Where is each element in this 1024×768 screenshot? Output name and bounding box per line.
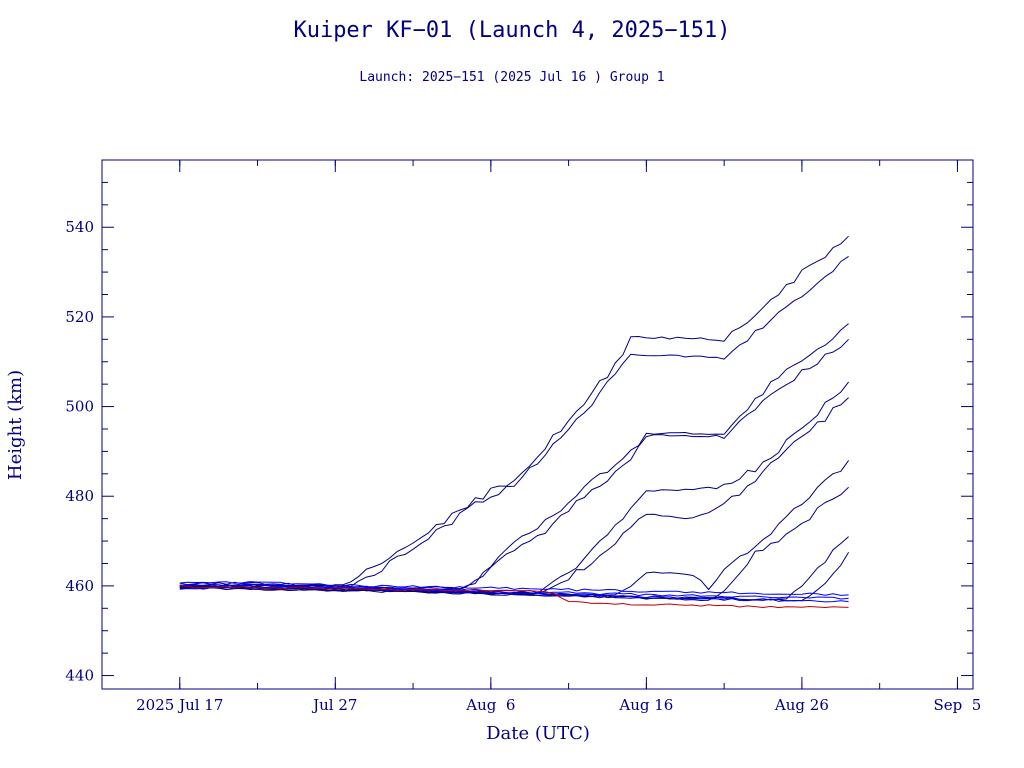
- series-layer: [179, 235, 850, 609]
- series-line: [179, 581, 849, 596]
- y-tick-label: 520: [65, 308, 94, 326]
- ticks-layer: 2025 Jul 17 Jul 27 Aug 6 Aug 16 Aug 26 Sep 5 4…: [65, 160, 981, 714]
- chart-title: Kuiper KF−01 (Launch 4, 2025−151): [293, 18, 730, 43]
- series-line: [179, 323, 849, 590]
- chart-subtitle: Launch: 2025−151 (2025 Jul 16 ) Group 1: [359, 70, 664, 85]
- y-tick-label: 480: [65, 487, 94, 505]
- x-tick-label: Aug 16: [618, 696, 673, 714]
- series-line: [179, 486, 849, 601]
- series-line: [179, 397, 849, 595]
- x-tick-label: Aug 6: [465, 696, 515, 714]
- y-axis-label: Height (km): [5, 370, 26, 480]
- y-tick-label: 500: [65, 398, 94, 416]
- x-tick-label: Aug 26: [774, 696, 829, 714]
- series-line: [179, 235, 849, 587]
- x-tick-label: Jul 27: [311, 696, 357, 714]
- series-line: [179, 585, 849, 609]
- y-tick-label: 460: [65, 577, 94, 595]
- y-tick-label: 440: [65, 667, 94, 685]
- x-tick-label: Sep 5: [934, 696, 982, 714]
- y-tick-label: 540: [65, 218, 94, 236]
- x-axis-label: Date (UTC): [486, 723, 590, 744]
- x-tick-label: 2025 Jul 17: [136, 696, 223, 714]
- series-line: [179, 255, 849, 589]
- plot-frame: [101, 159, 974, 690]
